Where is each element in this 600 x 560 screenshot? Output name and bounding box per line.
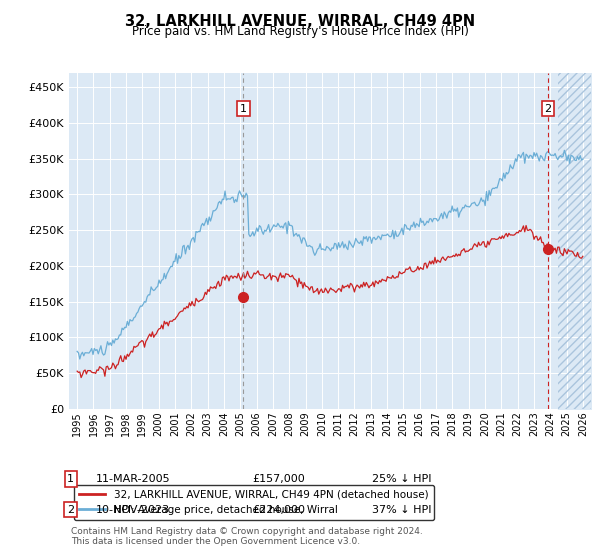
Text: 37% ↓ HPI: 37% ↓ HPI <box>372 505 431 515</box>
Text: 32, LARKHILL AVENUE, WIRRAL, CH49 4PN: 32, LARKHILL AVENUE, WIRRAL, CH49 4PN <box>125 14 475 29</box>
Text: £224,000: £224,000 <box>252 505 305 515</box>
Text: Contains HM Land Registry data © Crown copyright and database right 2024.
This d: Contains HM Land Registry data © Crown c… <box>71 526 422 546</box>
Text: 2: 2 <box>544 104 551 114</box>
Text: £157,000: £157,000 <box>252 474 305 484</box>
Text: 2: 2 <box>67 505 74 515</box>
Bar <box>559 73 591 409</box>
Legend: 32, LARKHILL AVENUE, WIRRAL, CH49 4PN (detached house), HPI: Average price, deta: 32, LARKHILL AVENUE, WIRRAL, CH49 4PN (d… <box>74 484 434 520</box>
Text: 11-MAR-2005: 11-MAR-2005 <box>96 474 170 484</box>
Text: 25% ↓ HPI: 25% ↓ HPI <box>372 474 431 484</box>
Text: Price paid vs. HM Land Registry's House Price Index (HPI): Price paid vs. HM Land Registry's House … <box>131 25 469 38</box>
Text: 1: 1 <box>240 104 247 114</box>
Text: 10-NOV-2023: 10-NOV-2023 <box>96 505 170 515</box>
Text: 1: 1 <box>67 474 74 484</box>
